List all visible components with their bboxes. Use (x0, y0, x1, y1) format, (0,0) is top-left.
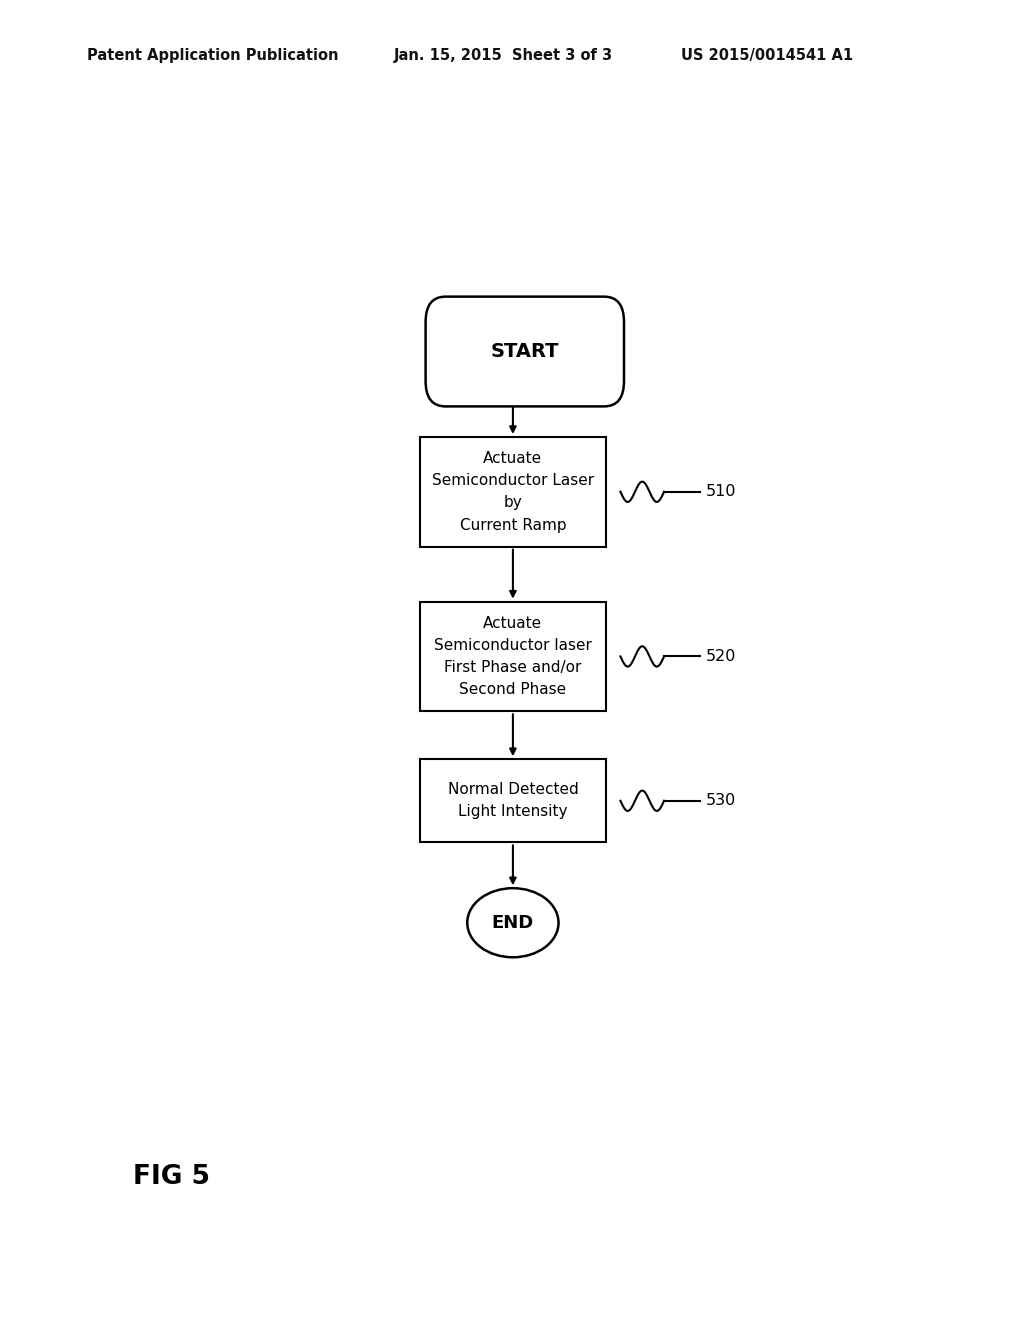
Text: US 2015/0014541 A1: US 2015/0014541 A1 (681, 48, 853, 63)
Text: Actuate
Semiconductor laser
First Phase and/or
Second Phase: Actuate Semiconductor laser First Phase … (434, 615, 592, 697)
Text: Normal Detected
Light Intensity: Normal Detected Light Intensity (447, 783, 579, 820)
Text: 530: 530 (707, 793, 736, 808)
Text: 520: 520 (707, 649, 736, 664)
FancyBboxPatch shape (420, 602, 606, 711)
Text: Patent Application Publication: Patent Application Publication (87, 48, 339, 63)
Text: Jan. 15, 2015  Sheet 3 of 3: Jan. 15, 2015 Sheet 3 of 3 (394, 48, 613, 63)
Text: START: START (490, 342, 559, 360)
FancyBboxPatch shape (426, 297, 624, 407)
Text: FIG 5: FIG 5 (133, 1164, 210, 1191)
FancyBboxPatch shape (420, 437, 606, 546)
Ellipse shape (467, 888, 558, 957)
Text: 510: 510 (707, 484, 736, 499)
FancyBboxPatch shape (420, 759, 606, 842)
Text: Actuate
Semiconductor Laser
by
Current Ramp: Actuate Semiconductor Laser by Current R… (432, 451, 594, 532)
Text: END: END (492, 913, 535, 932)
